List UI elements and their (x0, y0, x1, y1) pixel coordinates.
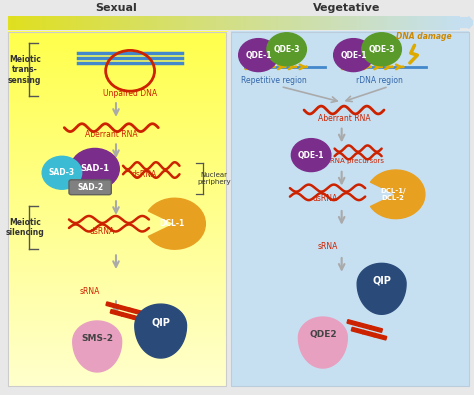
Text: Meiotic
silencing: Meiotic silencing (5, 218, 44, 237)
Circle shape (267, 33, 306, 66)
Text: sRNA: sRNA (80, 287, 100, 296)
Circle shape (362, 33, 401, 66)
Bar (370, 326, 383, 332)
Text: Sexual: Sexual (95, 3, 137, 13)
Text: Nuclear
periphery: Nuclear periphery (197, 172, 231, 185)
Polygon shape (299, 317, 347, 368)
Bar (374, 333, 387, 340)
Text: SAD-1: SAD-1 (80, 164, 109, 173)
Bar (347, 320, 360, 326)
Text: Unpaired DNA: Unpaired DNA (103, 89, 157, 98)
Polygon shape (135, 304, 187, 358)
Bar (133, 316, 146, 322)
Text: Aberrant RNA: Aberrant RNA (85, 130, 137, 139)
Text: Aberrant RNA: Aberrant RNA (318, 114, 370, 122)
Text: QIP: QIP (372, 276, 391, 286)
Text: dsRNA: dsRNA (89, 227, 115, 235)
Text: sRNA: sRNA (318, 242, 338, 251)
Text: DCL-1: DCL-1 (159, 219, 184, 228)
Text: DNA damage: DNA damage (396, 32, 452, 41)
Bar (122, 312, 134, 319)
Text: QDE-3: QDE-3 (273, 45, 300, 54)
Bar (128, 308, 141, 314)
Circle shape (71, 149, 119, 189)
Circle shape (239, 39, 278, 71)
Text: dsRNA precursors: dsRNA precursors (322, 158, 384, 164)
Bar (110, 310, 123, 316)
Wedge shape (371, 170, 425, 219)
Text: Vegetative: Vegetative (313, 3, 380, 13)
Text: dsRNA: dsRNA (132, 171, 157, 179)
Text: dsRNA: dsRNA (312, 194, 338, 203)
FancyArrow shape (459, 17, 474, 28)
Text: SMS-2: SMS-2 (81, 334, 113, 343)
Text: QDE-3: QDE-3 (368, 45, 395, 54)
Bar (358, 323, 371, 329)
Bar (106, 302, 118, 308)
Bar (8, 32, 227, 386)
Text: SAD-3: SAD-3 (49, 168, 75, 177)
Text: Repetitive region: Repetitive region (241, 75, 306, 85)
Circle shape (292, 139, 331, 171)
Text: QDE-1: QDE-1 (245, 51, 272, 60)
Bar (363, 330, 375, 337)
Text: rDNA region: rDNA region (356, 75, 403, 85)
Bar (351, 327, 364, 334)
Text: DCL-1/
DCL-2: DCL-1/ DCL-2 (380, 188, 406, 201)
Circle shape (334, 39, 373, 71)
Text: QDE2: QDE2 (309, 330, 337, 339)
Text: Meiotic
trans-
sensing: Meiotic trans- sensing (8, 55, 42, 85)
Polygon shape (73, 321, 122, 372)
Circle shape (42, 156, 82, 189)
Wedge shape (148, 198, 205, 249)
Text: QIP: QIP (151, 318, 170, 327)
Bar (231, 32, 469, 386)
FancyBboxPatch shape (69, 180, 111, 195)
Text: QDE-1: QDE-1 (340, 51, 367, 60)
Bar (118, 305, 130, 312)
Text: SAD-2: SAD-2 (77, 183, 103, 192)
Polygon shape (357, 263, 406, 314)
Text: QDE-1: QDE-1 (298, 150, 324, 160)
